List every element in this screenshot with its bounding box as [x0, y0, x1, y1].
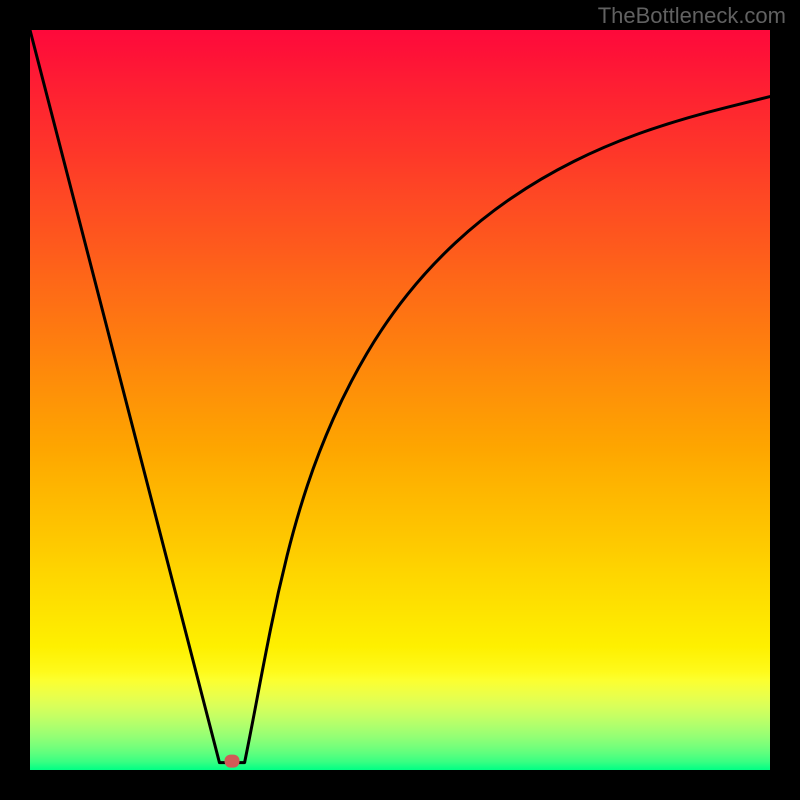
watermark-label: TheBottleneck.com [598, 3, 786, 29]
optimum-marker [225, 755, 240, 768]
chart-svg [0, 0, 800, 800]
chart-frame: TheBottleneck.com [0, 0, 800, 800]
plot-gradient-background [30, 30, 770, 770]
